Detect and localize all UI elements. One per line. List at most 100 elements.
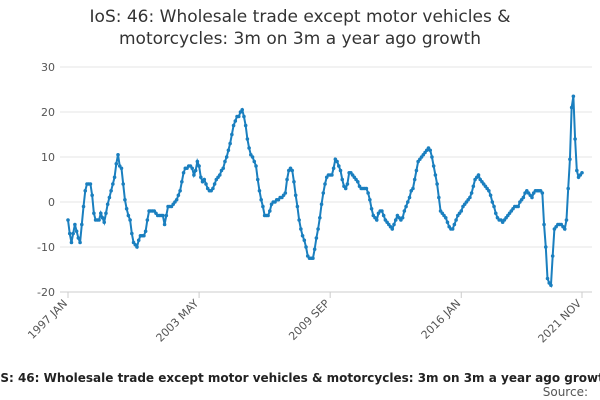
point: [321, 191, 326, 195]
point: [571, 94, 576, 99]
point: [568, 157, 572, 162]
point: [231, 123, 236, 128]
point: [323, 182, 327, 186]
x-tick-label: 2003 MAY: [154, 297, 202, 345]
point: [116, 152, 120, 157]
point: [76, 236, 81, 240]
point: [452, 222, 457, 227]
point: [490, 200, 495, 204]
point: [92, 211, 96, 216]
point: [202, 177, 207, 182]
point: [224, 155, 229, 159]
point: [69, 240, 74, 245]
point: [199, 175, 203, 180]
point: [143, 229, 148, 234]
point: [255, 177, 260, 182]
point: [130, 231, 134, 236]
point: [468, 195, 472, 200]
point: [124, 206, 129, 211]
point: [100, 215, 105, 220]
point: [197, 164, 201, 168]
point: [573, 137, 577, 141]
source: Source:: [543, 385, 588, 399]
point: [428, 148, 433, 153]
point: [233, 119, 238, 123]
point: [569, 105, 574, 110]
point: [242, 114, 246, 119]
point: [240, 107, 245, 112]
point: [304, 245, 308, 249]
point: [250, 155, 255, 159]
point: [402, 209, 407, 213]
point: [67, 231, 72, 236]
point: [295, 204, 300, 209]
point: [366, 191, 370, 195]
point: [545, 276, 550, 281]
point: [178, 188, 182, 193]
point: [164, 213, 169, 218]
point: [316, 227, 320, 231]
point: [112, 175, 117, 180]
point: [476, 173, 481, 177]
point: [364, 186, 369, 191]
point: [390, 227, 395, 231]
point: [312, 247, 317, 252]
point: [319, 202, 324, 207]
point: [176, 193, 181, 198]
point: [107, 195, 112, 200]
y-tick-label: -10: [37, 241, 55, 254]
point: [290, 168, 295, 173]
point: [292, 179, 296, 184]
point: [443, 215, 448, 220]
point: [102, 220, 107, 225]
point: [445, 220, 450, 225]
point: [338, 168, 343, 173]
point: [374, 218, 379, 222]
x-tick-label: 2021 NOV: [536, 297, 585, 346]
y-tick-label: 30: [41, 61, 55, 74]
chart-title: IoS: 46: Wholesale trade except motor ve…: [89, 7, 511, 49]
point: [74, 229, 79, 234]
point: [97, 218, 101, 222]
point: [414, 168, 419, 173]
point: [221, 166, 226, 171]
point: [88, 182, 93, 186]
x-tick-label: 2009 SEP: [286, 297, 332, 343]
point: [487, 188, 491, 193]
point: [211, 186, 215, 191]
point: [355, 179, 360, 184]
point: [128, 218, 132, 222]
point: [580, 170, 584, 175]
point: [104, 211, 108, 216]
point: [228, 141, 232, 146]
point: [293, 193, 298, 198]
point: [330, 173, 334, 177]
point: [190, 166, 194, 171]
point: [549, 283, 553, 288]
point: [212, 182, 217, 186]
point: [314, 236, 319, 240]
point: [261, 204, 265, 209]
point: [254, 164, 258, 168]
point: [454, 218, 458, 222]
point: [71, 231, 75, 236]
x-tick-label: 1997 JAN: [25, 297, 70, 342]
point: [83, 188, 88, 193]
point: [433, 173, 438, 177]
point: [471, 184, 476, 189]
point: [335, 159, 339, 164]
point: [81, 204, 86, 209]
point: [564, 218, 569, 222]
y-tick-label: 0: [48, 196, 55, 209]
point: [492, 204, 496, 209]
point: [236, 114, 241, 119]
point: [245, 137, 250, 141]
point: [493, 211, 498, 216]
point: [430, 155, 434, 159]
point: [550, 254, 555, 258]
point: [78, 240, 82, 245]
point: [411, 186, 415, 191]
point: [431, 164, 436, 168]
point: [136, 238, 141, 243]
